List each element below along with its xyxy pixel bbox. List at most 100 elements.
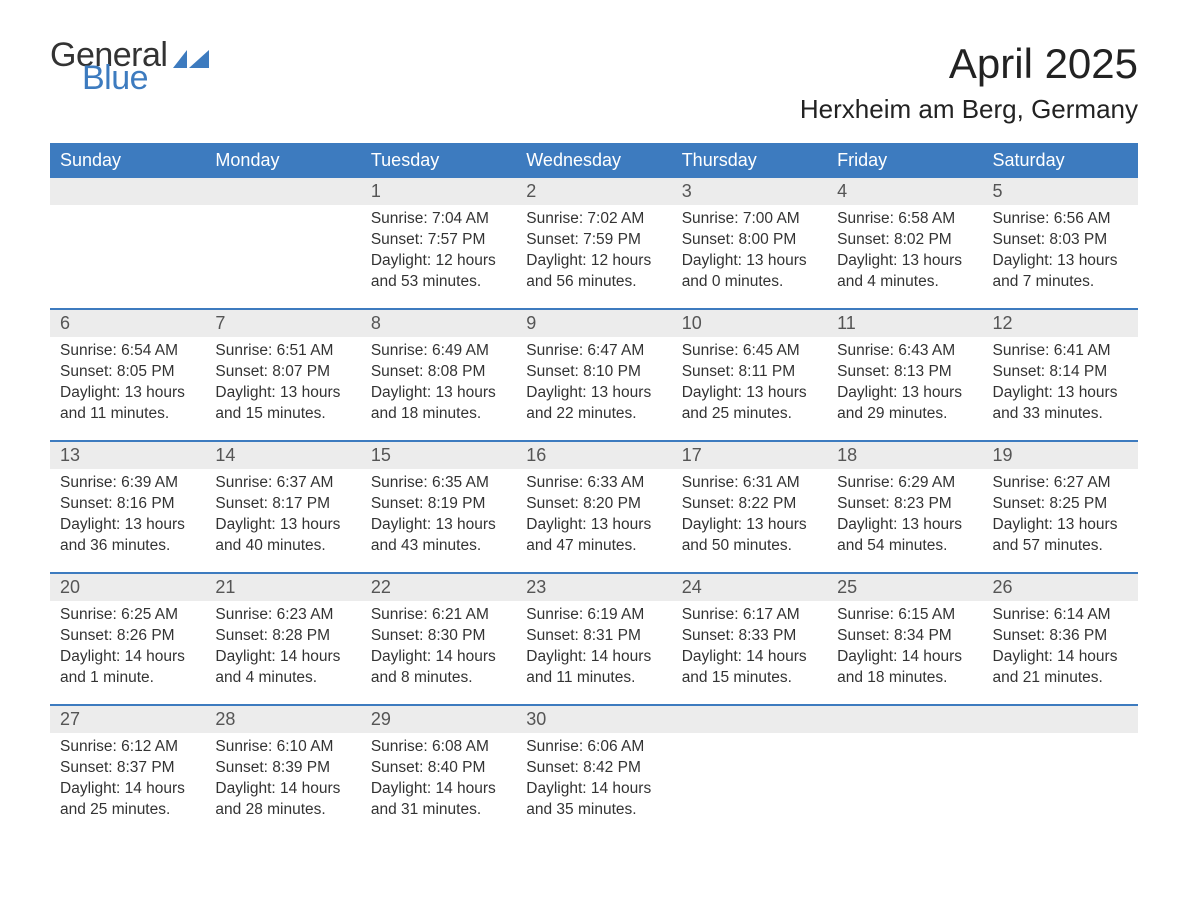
day-cell: 9Sunrise: 6:47 AMSunset: 8:10 PMDaylight… — [516, 310, 671, 440]
day-cell: 28Sunrise: 6:10 AMSunset: 8:39 PMDayligh… — [205, 706, 360, 836]
logo: General Blue — [50, 40, 209, 93]
day-cell: 24Sunrise: 6:17 AMSunset: 8:33 PMDayligh… — [672, 574, 827, 704]
day-body: Sunrise: 6:17 AMSunset: 8:33 PMDaylight:… — [672, 601, 827, 701]
day-body: Sunrise: 7:02 AMSunset: 7:59 PMDaylight:… — [516, 205, 671, 305]
sunrise-text: Sunrise: 6:23 AM — [215, 605, 350, 626]
day-body: Sunrise: 6:45 AMSunset: 8:11 PMDaylight:… — [672, 337, 827, 437]
day-cell: 17Sunrise: 6:31 AMSunset: 8:22 PMDayligh… — [672, 442, 827, 572]
sunrise-text: Sunrise: 6:10 AM — [215, 737, 350, 758]
sunrise-text: Sunrise: 6:14 AM — [993, 605, 1128, 626]
daylight-text: Daylight: 14 hours and 35 minutes. — [526, 779, 661, 821]
calendar-week: 6Sunrise: 6:54 AMSunset: 8:05 PMDaylight… — [50, 308, 1138, 440]
sunset-text: Sunset: 8:02 PM — [837, 230, 972, 251]
sunrise-text: Sunrise: 6:39 AM — [60, 473, 195, 494]
day-number: 30 — [516, 706, 671, 733]
daylight-text: Daylight: 14 hours and 21 minutes. — [993, 647, 1128, 689]
daylight-text: Daylight: 13 hours and 0 minutes. — [682, 251, 817, 293]
sunrise-text: Sunrise: 6:12 AM — [60, 737, 195, 758]
day-header: Friday — [827, 143, 982, 178]
day-number: 27 — [50, 706, 205, 733]
calendar-header-row: SundayMondayTuesdayWednesdayThursdayFrid… — [50, 143, 1138, 178]
day-number: 13 — [50, 442, 205, 469]
sunset-text: Sunset: 8:10 PM — [526, 362, 661, 383]
day-cell: 25Sunrise: 6:15 AMSunset: 8:34 PMDayligh… — [827, 574, 982, 704]
day-number: 15 — [361, 442, 516, 469]
sunrise-text: Sunrise: 6:56 AM — [993, 209, 1128, 230]
day-number: 3 — [672, 178, 827, 205]
daylight-text: Daylight: 13 hours and 4 minutes. — [837, 251, 972, 293]
day-number: 19 — [983, 442, 1138, 469]
day-number — [50, 178, 205, 205]
sunset-text: Sunset: 8:40 PM — [371, 758, 506, 779]
sunset-text: Sunset: 8:07 PM — [215, 362, 350, 383]
day-header: Saturday — [983, 143, 1138, 178]
daylight-text: Daylight: 13 hours and 40 minutes. — [215, 515, 350, 557]
day-cell: 18Sunrise: 6:29 AMSunset: 8:23 PMDayligh… — [827, 442, 982, 572]
daylight-text: Daylight: 13 hours and 11 minutes. — [60, 383, 195, 425]
day-number: 2 — [516, 178, 671, 205]
day-cell — [672, 706, 827, 836]
day-cell: 10Sunrise: 6:45 AMSunset: 8:11 PMDayligh… — [672, 310, 827, 440]
day-body: Sunrise: 6:23 AMSunset: 8:28 PMDaylight:… — [205, 601, 360, 701]
sunset-text: Sunset: 8:30 PM — [371, 626, 506, 647]
sunrise-text: Sunrise: 7:02 AM — [526, 209, 661, 230]
month-title: April 2025 — [800, 40, 1138, 88]
day-body: Sunrise: 6:29 AMSunset: 8:23 PMDaylight:… — [827, 469, 982, 569]
sunrise-text: Sunrise: 6:47 AM — [526, 341, 661, 362]
sunset-text: Sunset: 7:59 PM — [526, 230, 661, 251]
day-cell: 27Sunrise: 6:12 AMSunset: 8:37 PMDayligh… — [50, 706, 205, 836]
sunset-text: Sunset: 8:19 PM — [371, 494, 506, 515]
day-number: 5 — [983, 178, 1138, 205]
day-number — [205, 178, 360, 205]
day-number: 12 — [983, 310, 1138, 337]
sunrise-text: Sunrise: 6:29 AM — [837, 473, 972, 494]
sunrise-text: Sunrise: 6:51 AM — [215, 341, 350, 362]
day-body: Sunrise: 7:04 AMSunset: 7:57 PMDaylight:… — [361, 205, 516, 305]
daylight-text: Daylight: 12 hours and 56 minutes. — [526, 251, 661, 293]
sunrise-text: Sunrise: 6:17 AM — [682, 605, 817, 626]
daylight-text: Daylight: 13 hours and 54 minutes. — [837, 515, 972, 557]
day-body — [827, 733, 982, 749]
sunset-text: Sunset: 8:25 PM — [993, 494, 1128, 515]
day-header: Tuesday — [361, 143, 516, 178]
daylight-text: Daylight: 13 hours and 25 minutes. — [682, 383, 817, 425]
calendar-week: 1Sunrise: 7:04 AMSunset: 7:57 PMDaylight… — [50, 178, 1138, 308]
daylight-text: Daylight: 13 hours and 7 minutes. — [993, 251, 1128, 293]
day-body: Sunrise: 6:54 AMSunset: 8:05 PMDaylight:… — [50, 337, 205, 437]
sunset-text: Sunset: 8:26 PM — [60, 626, 195, 647]
sunset-text: Sunset: 8:17 PM — [215, 494, 350, 515]
day-body: Sunrise: 6:58 AMSunset: 8:02 PMDaylight:… — [827, 205, 982, 305]
sunrise-text: Sunrise: 6:35 AM — [371, 473, 506, 494]
daylight-text: Daylight: 14 hours and 18 minutes. — [837, 647, 972, 689]
day-body: Sunrise: 6:47 AMSunset: 8:10 PMDaylight:… — [516, 337, 671, 437]
day-number: 16 — [516, 442, 671, 469]
sunrise-text: Sunrise: 6:43 AM — [837, 341, 972, 362]
sunrise-text: Sunrise: 6:45 AM — [682, 341, 817, 362]
day-body: Sunrise: 6:35 AMSunset: 8:19 PMDaylight:… — [361, 469, 516, 569]
sunset-text: Sunset: 8:20 PM — [526, 494, 661, 515]
day-number: 23 — [516, 574, 671, 601]
day-body: Sunrise: 6:56 AMSunset: 8:03 PMDaylight:… — [983, 205, 1138, 305]
day-body: Sunrise: 6:41 AMSunset: 8:14 PMDaylight:… — [983, 337, 1138, 437]
day-cell: 4Sunrise: 6:58 AMSunset: 8:02 PMDaylight… — [827, 178, 982, 308]
day-body — [983, 733, 1138, 749]
day-number: 22 — [361, 574, 516, 601]
sunrise-text: Sunrise: 6:08 AM — [371, 737, 506, 758]
sunrise-text: Sunrise: 7:00 AM — [682, 209, 817, 230]
day-cell: 29Sunrise: 6:08 AMSunset: 8:40 PMDayligh… — [361, 706, 516, 836]
sunrise-text: Sunrise: 7:04 AM — [371, 209, 506, 230]
daylight-text: Daylight: 13 hours and 57 minutes. — [993, 515, 1128, 557]
daylight-text: Daylight: 14 hours and 8 minutes. — [371, 647, 506, 689]
sunset-text: Sunset: 8:39 PM — [215, 758, 350, 779]
title-block: April 2025 Herxheim am Berg, Germany — [800, 40, 1138, 125]
day-number: 17 — [672, 442, 827, 469]
day-number: 10 — [672, 310, 827, 337]
daylight-text: Daylight: 13 hours and 47 minutes. — [526, 515, 661, 557]
day-number: 14 — [205, 442, 360, 469]
day-body: Sunrise: 6:43 AMSunset: 8:13 PMDaylight:… — [827, 337, 982, 437]
day-cell — [983, 706, 1138, 836]
sunset-text: Sunset: 7:57 PM — [371, 230, 506, 251]
sunset-text: Sunset: 8:33 PM — [682, 626, 817, 647]
day-cell: 30Sunrise: 6:06 AMSunset: 8:42 PMDayligh… — [516, 706, 671, 836]
daylight-text: Daylight: 14 hours and 28 minutes. — [215, 779, 350, 821]
